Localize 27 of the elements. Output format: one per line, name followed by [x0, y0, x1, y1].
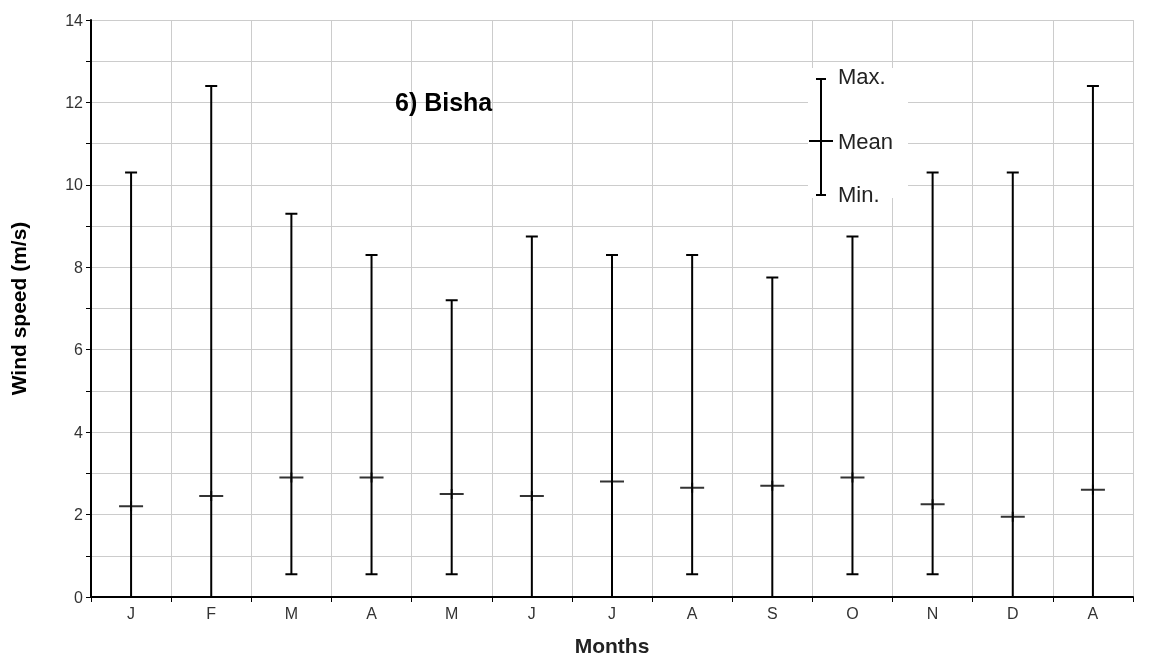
x-tick-label: O — [846, 604, 859, 622]
y-tick-label: 2 — [74, 506, 84, 524]
y-tick-label: 4 — [74, 423, 84, 441]
x-tick-label: F — [206, 604, 217, 622]
y-tick-label: 14 — [65, 11, 84, 29]
x-tick-label: M — [284, 604, 299, 622]
y-axis-title: Wind speed (m/s) — [7, 221, 30, 396]
y-tick-label: 6 — [74, 341, 84, 359]
text: 6) Bisha — [395, 87, 494, 116]
x-tick-label: J — [127, 604, 136, 622]
annotation: Max. — [838, 63, 886, 89]
x-tick-label: S — [766, 604, 778, 622]
x-tick-label: A — [686, 604, 698, 622]
x-tick-label: N — [926, 604, 939, 622]
y-tick-label: 0 — [74, 588, 84, 606]
y-tick-label: 8 — [74, 258, 84, 276]
y-tick-label: 10 — [65, 176, 84, 194]
x-tick-label: A — [1087, 604, 1099, 622]
x-tick-label: D — [1006, 604, 1019, 622]
x-tick-label: J — [527, 604, 536, 622]
y-tick-label: 12 — [65, 93, 84, 111]
x-tick-label: A — [366, 604, 378, 622]
x-tick-label: J — [608, 604, 616, 622]
x-tick-label: M — [445, 604, 459, 622]
x-axis-title: Months — [574, 634, 650, 657]
annotation: Min. — [838, 181, 880, 207]
annotation: Mean — [838, 128, 894, 154]
